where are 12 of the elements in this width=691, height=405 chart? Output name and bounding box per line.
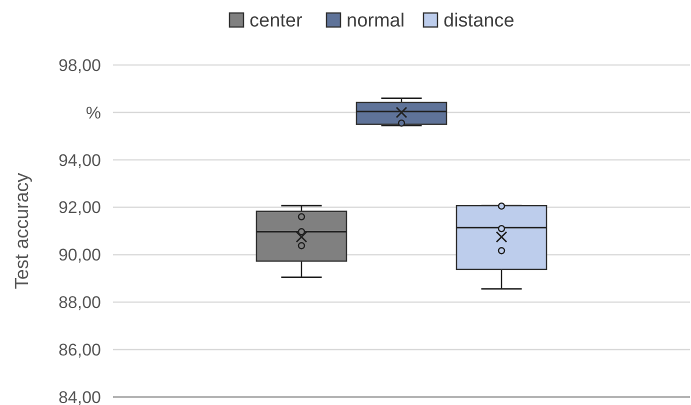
y-axis-title: Test accuracy [12, 172, 33, 290]
y-tick-label: 92,00 [58, 198, 101, 218]
legend-label: normal [346, 10, 405, 32]
legend-label: distance [444, 10, 514, 32]
y-tick-label: 84,00 [58, 388, 101, 405]
legend-label: center [250, 10, 303, 32]
y-tick-label: 86,00 [58, 340, 101, 360]
y-tick-label: % [86, 103, 101, 122]
y-tick-label: 94,00 [58, 150, 101, 170]
y-tick-label: 88,00 [58, 293, 101, 312]
y-tick-label: 90,00 [58, 246, 101, 265]
y-tick-label: 98,00 [58, 56, 101, 75]
